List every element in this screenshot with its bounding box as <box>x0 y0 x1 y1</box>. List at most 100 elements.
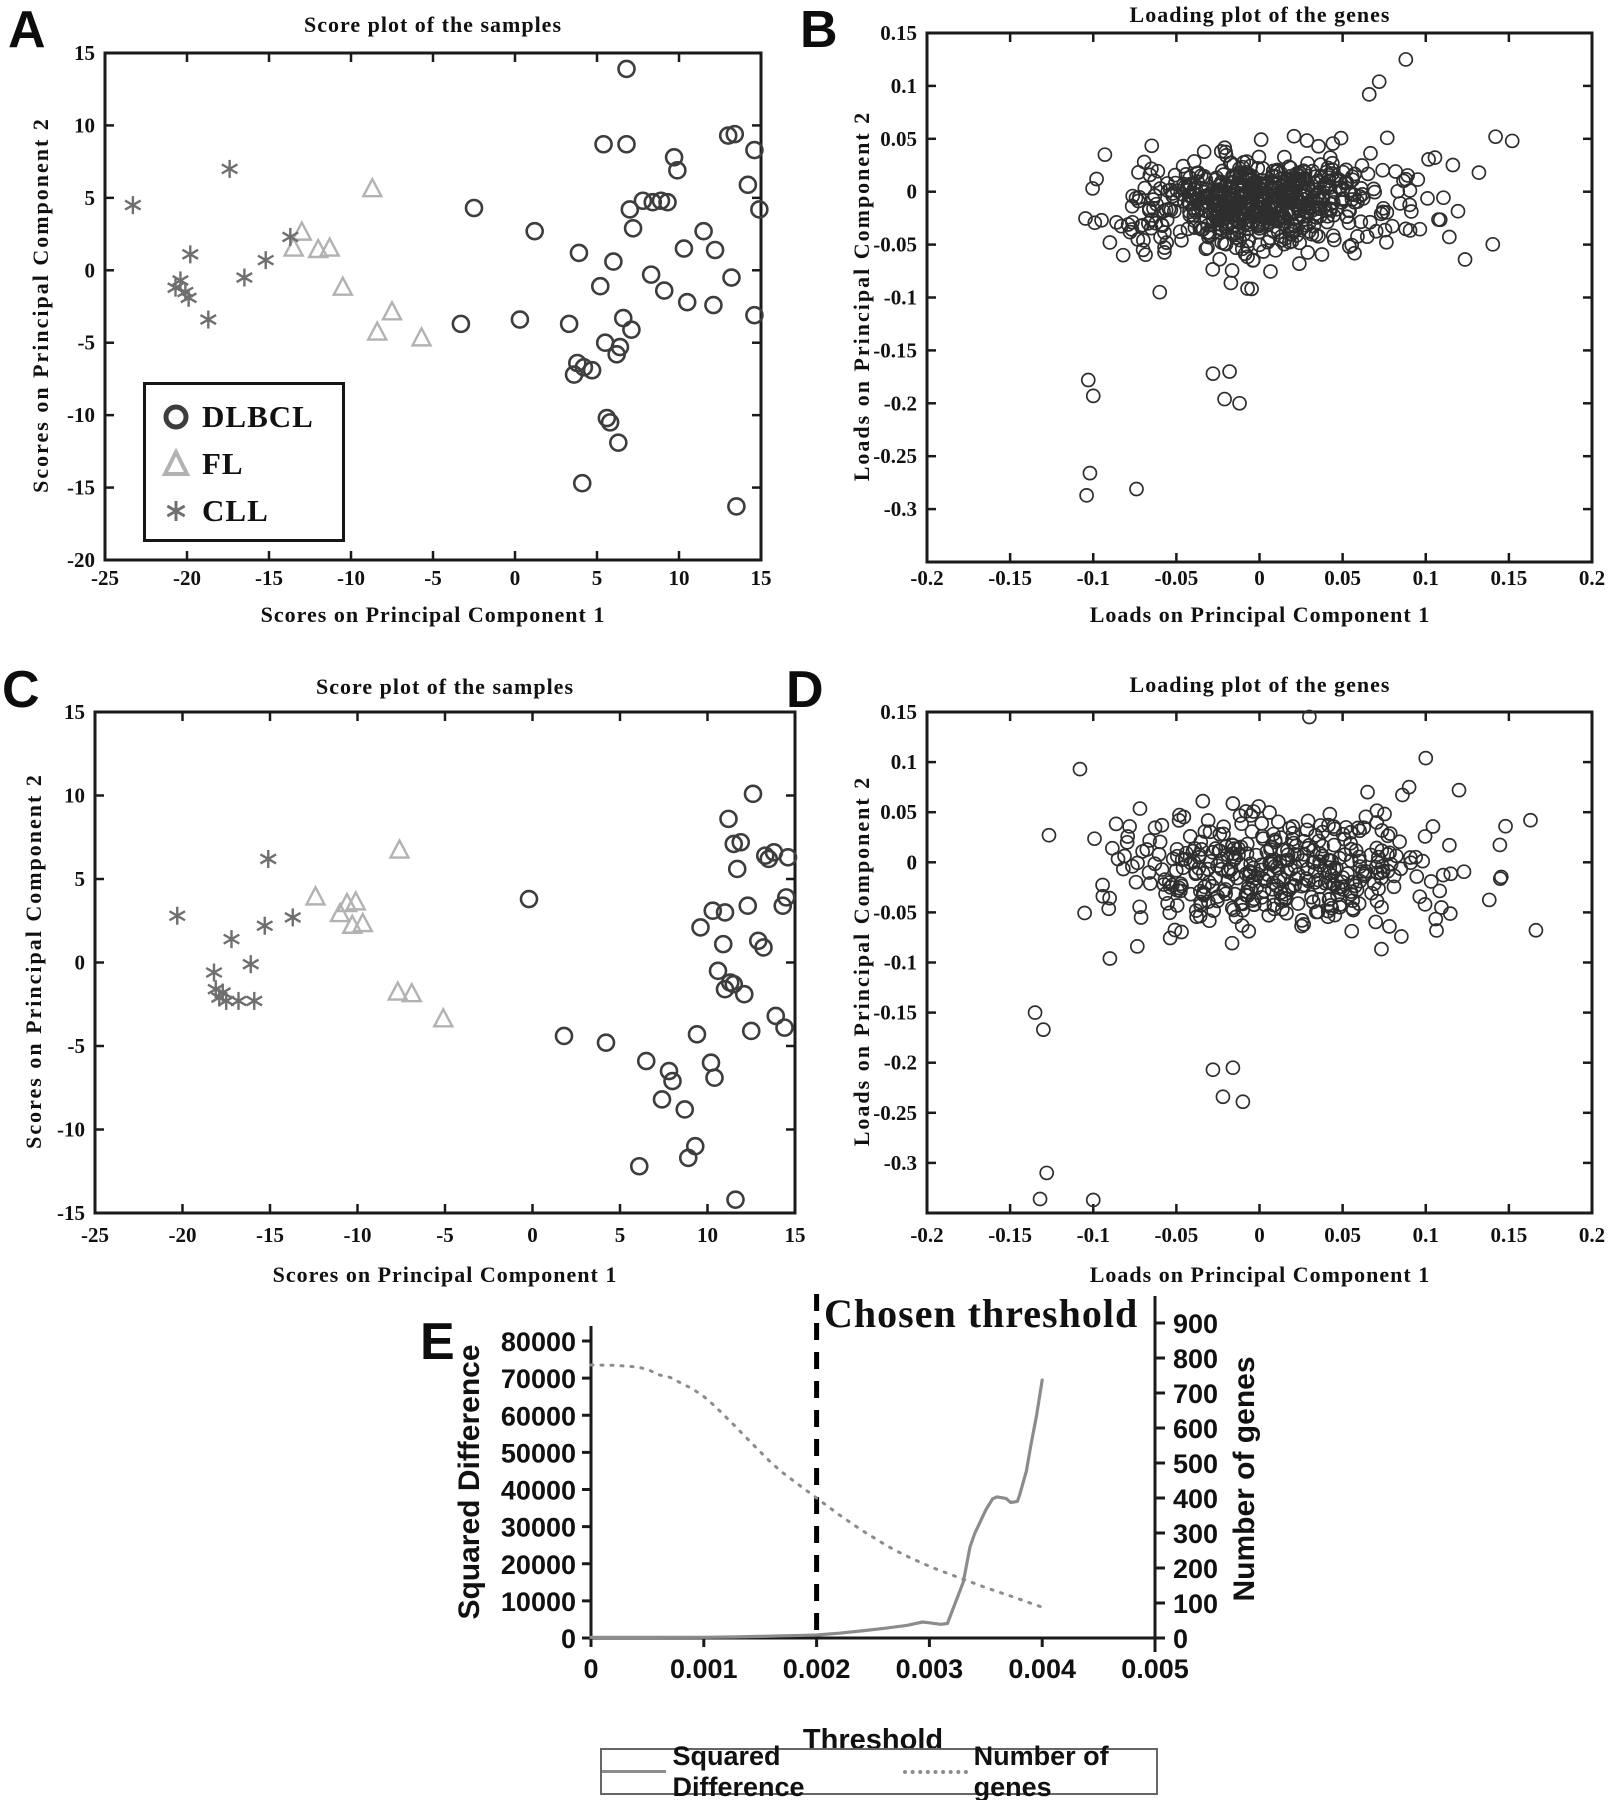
triangle-marker-icon <box>161 447 191 476</box>
svg-text:15: 15 <box>74 41 95 65</box>
panel-c-title: Score plot of the samples <box>315 674 575 699</box>
panel-c-series-dlbcl <box>519 784 798 1209</box>
panel-c-axes: -25 -20 -15 -10 -5 0 5 10 15 15 10 5 0 -5 -10 -15 <box>57 700 806 1247</box>
legend-label-number-of-genes: Number of genes <box>973 1740 1109 1800</box>
panel-e-letter: E <box>420 1313 455 1371</box>
panel-c-ylabel: Scores on Principal Component 2 <box>21 773 46 1149</box>
svg-text:-0.05: -0.05 <box>1155 1223 1199 1247</box>
svg-text:60000: 60000 <box>501 1401 576 1431</box>
svg-text:0.05: 0.05 <box>1324 1223 1361 1247</box>
svg-text:10000: 10000 <box>501 1587 576 1617</box>
svg-text:10: 10 <box>697 1223 718 1247</box>
svg-text:-20: -20 <box>169 1223 197 1247</box>
svg-text:-0.25: -0.25 <box>873 444 917 468</box>
svg-text:-0.1: -0.1 <box>1077 1223 1110 1247</box>
svg-text:-0.15: -0.15 <box>988 1223 1032 1247</box>
panel-a-ylabel: Scores on Principal Component 2 <box>28 117 53 493</box>
svg-text:15: 15 <box>751 566 772 590</box>
panel-b-axes: -0.2 -0.15 -0.1 -0.05 0 0.05 0.1 0.15 0.2 0.15 0.1… <box>873 21 1605 590</box>
svg-text:-20: -20 <box>173 566 201 590</box>
svg-text:-15: -15 <box>57 1201 85 1225</box>
svg-text:0.15: 0.15 <box>1491 1223 1528 1247</box>
panel-d-title: Loading plot of the genes <box>1129 672 1391 697</box>
svg-text:50000: 50000 <box>501 1438 576 1468</box>
svg-text:-0.05: -0.05 <box>873 900 917 924</box>
svg-text:0.002: 0.002 <box>783 1654 851 1684</box>
svg-text:80000: 80000 <box>501 1327 576 1357</box>
svg-text:0: 0 <box>75 951 86 975</box>
svg-text:0.05: 0.05 <box>880 127 917 151</box>
panel-b-title: Loading plot of the genes <box>1129 2 1391 27</box>
svg-text:0: 0 <box>1254 1223 1265 1247</box>
legend-label-cll: CLL <box>202 492 269 528</box>
svg-text:40000: 40000 <box>501 1476 576 1506</box>
panel-a-title: Score plot of the samples <box>303 12 563 37</box>
panel-e-curve-squared-difference <box>589 1378 1044 1639</box>
asterisk-marker-icon <box>166 500 186 521</box>
solid-line-icon <box>602 1770 667 1773</box>
svg-text:-10: -10 <box>337 566 365 590</box>
circle-marker-icon <box>163 404 189 429</box>
svg-text:0: 0 <box>583 1654 598 1684</box>
svg-text:20000: 20000 <box>501 1550 576 1580</box>
panel-a-legend: DLBCL FL CLL <box>143 382 345 542</box>
panel-a-letter: A <box>8 1 46 59</box>
svg-text:-5: -5 <box>436 1223 454 1247</box>
svg-text:800: 800 <box>1173 1344 1218 1374</box>
svg-text:0: 0 <box>561 1624 576 1654</box>
svg-text:0: 0 <box>1173 1624 1188 1654</box>
svg-text:-0.15: -0.15 <box>873 1001 917 1025</box>
panel-d-letter: D <box>786 661 824 719</box>
svg-text:5: 5 <box>615 1223 626 1247</box>
panel-d-axes: -0.2 -0.15 -0.1 -0.05 0 0.05 0.1 0.15 0.2 0.15 0.1… <box>873 700 1605 1247</box>
svg-text:15: 15 <box>64 700 85 724</box>
svg-text:-0.2: -0.2 <box>910 1223 943 1247</box>
svg-text:700: 700 <box>1173 1379 1218 1409</box>
svg-text:0: 0 <box>1254 566 1265 590</box>
svg-text:200: 200 <box>1173 1554 1218 1584</box>
svg-text:0.001: 0.001 <box>670 1654 738 1684</box>
svg-text:0.05: 0.05 <box>880 800 917 824</box>
svg-text:0.2: 0.2 <box>1579 1223 1605 1247</box>
svg-text:10: 10 <box>74 113 95 137</box>
panel-a-series-cll <box>124 159 299 329</box>
panel-d-xlabel: Loads on Principal Component 1 <box>1089 1262 1431 1287</box>
svg-text:-25: -25 <box>81 1223 109 1247</box>
svg-text:-5: -5 <box>78 331 96 355</box>
svg-text:0.1: 0.1 <box>1413 1223 1439 1247</box>
panel-c-letter: C <box>2 661 40 719</box>
panel-c-plot: -25 -20 -15 -10 -5 0 5 10 15 15 10 5 0 -5 -10 -15 <box>57 700 806 1247</box>
svg-text:-15: -15 <box>255 566 283 590</box>
panel-a-xlabel: Scores on Principal Component 1 <box>260 602 606 627</box>
panel-e-right-ylabel: Number of genes <box>1228 1356 1261 1602</box>
legend-label-dlbcl: DLBCL <box>202 398 314 434</box>
svg-text:-5: -5 <box>68 1034 86 1058</box>
svg-text:0.15: 0.15 <box>880 700 917 724</box>
panel-b-xlabel: Loads on Principal Component 1 <box>1089 602 1431 627</box>
svg-text:100: 100 <box>1173 1589 1218 1619</box>
svg-text:-0.1: -0.1 <box>884 286 917 310</box>
panel-d-plot: -0.2 -0.15 -0.1 -0.05 0 0.05 0.1 0.15 0.2 0.15 0.1… <box>873 700 1605 1247</box>
svg-text:-0.2: -0.2 <box>884 391 917 415</box>
svg-text:0.05: 0.05 <box>1324 566 1361 590</box>
panel-b-series-genes <box>1078 52 1520 503</box>
svg-text:0.15: 0.15 <box>880 21 917 45</box>
svg-text:-15: -15 <box>256 1223 284 1247</box>
panel-c-xlabel: Scores on Principal Component 1 <box>272 1262 618 1287</box>
svg-text:0.2: 0.2 <box>1579 566 1605 590</box>
svg-text:-10: -10 <box>344 1223 372 1247</box>
svg-text:15: 15 <box>785 1223 806 1247</box>
svg-text:-0.05: -0.05 <box>1155 566 1199 590</box>
svg-text:0: 0 <box>510 566 521 590</box>
svg-text:500: 500 <box>1173 1449 1218 1479</box>
panel-c-series-cll <box>168 849 302 1010</box>
svg-text:-0.1: -0.1 <box>884 951 917 975</box>
svg-text:-5: -5 <box>424 566 442 590</box>
svg-text:5: 5 <box>592 566 603 590</box>
svg-text:300: 300 <box>1173 1519 1218 1549</box>
panel-e-legend: Squared Difference Number of genes <box>600 1741 1158 1800</box>
svg-text:10: 10 <box>669 566 690 590</box>
svg-text:0.15: 0.15 <box>1491 566 1528 590</box>
